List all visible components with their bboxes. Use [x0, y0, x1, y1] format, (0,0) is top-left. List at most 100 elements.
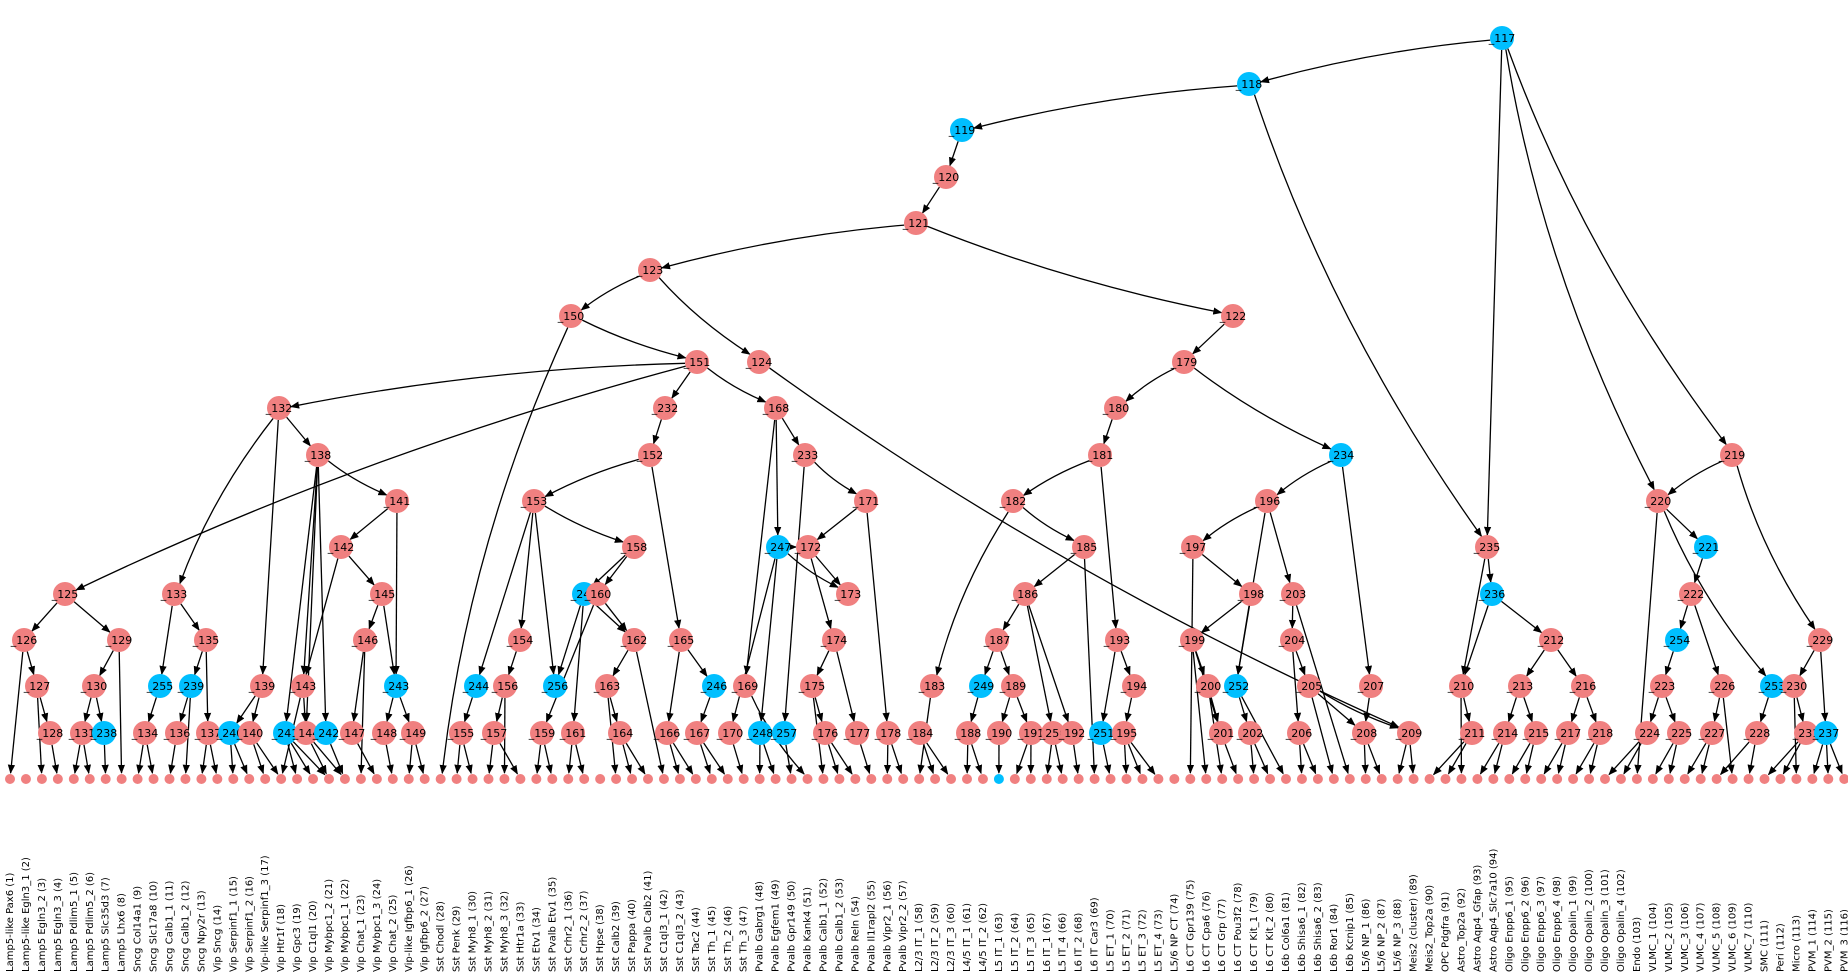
leaf-node-94	[1488, 774, 1499, 784]
node-circle	[70, 721, 94, 745]
leaf-node-25	[387, 774, 398, 784]
edge-_215-to-leaf-96	[1524, 744, 1534, 775]
edge-_138-to-_141	[327, 460, 388, 496]
leaf-label: Sst Myh8_2 (31)	[484, 891, 495, 972]
leaf-label: Vip Htr1f (18)	[276, 904, 287, 972]
tree-node_198: _198	[1237, 582, 1264, 606]
edge-_252-to-_202	[1238, 697, 1248, 723]
tree-node_128: _128	[36, 721, 63, 745]
edge-_141-to-_142	[349, 508, 389, 540]
node-circle	[306, 443, 330, 467]
leaf-label: Vip-like Serpinf1_3 (17)	[260, 855, 271, 972]
node-label: _175	[798, 680, 826, 693]
leaf-node-71	[1121, 774, 1132, 784]
edge-_121-to-_122	[927, 225, 1223, 315]
node-circle	[1700, 721, 1724, 745]
node-label: _126	[10, 634, 38, 647]
edge-_146-to-leaf-23	[357, 651, 366, 774]
node-circle	[482, 721, 506, 745]
node-circle	[1460, 721, 1484, 745]
node-circle	[1112, 721, 1136, 745]
node-circle	[1255, 489, 1279, 513]
edge-_162-to-_163	[612, 650, 629, 677]
leaf-label: L6 CT Kit_1 (79)	[1249, 892, 1260, 972]
leaf-label: Oligo Opalin_2 (100)	[1584, 869, 1595, 972]
node-label: _257	[770, 727, 798, 740]
node-label: _154	[506, 634, 534, 647]
edge-_236-to-_210	[1463, 605, 1489, 676]
tree-node_229: _229	[1806, 628, 1833, 652]
node-label: _204	[1278, 634, 1306, 647]
leaf-node-37	[579, 774, 590, 784]
edge-_227-to-leaf-106	[1687, 742, 1707, 775]
leaf-node-79	[1249, 774, 1260, 784]
node-label: _119	[948, 124, 976, 137]
edge-_237-to-leaf-116	[1829, 743, 1843, 775]
leaf-node-91	[1440, 774, 1451, 784]
node-circle	[950, 118, 974, 142]
node-label: _141	[383, 495, 411, 508]
edge-_191-to-leaf-64	[1016, 744, 1028, 775]
tree-node_206: _206	[1285, 721, 1312, 745]
edge-_192-to-leaf-68	[1073, 744, 1081, 774]
tree-node_146: _146	[351, 628, 378, 652]
node-circle	[622, 628, 646, 652]
leaf-node-114	[1807, 774, 1818, 784]
node-label: _242	[312, 727, 340, 740]
edge-_241-to-leaf-20	[290, 742, 311, 775]
node-label: _171	[852, 495, 880, 508]
node-label: _256	[541, 680, 569, 693]
node-label: _170	[716, 727, 744, 740]
tree-node_244: _244	[462, 674, 489, 698]
leaf-node-30	[467, 774, 478, 784]
node-label: _223	[1648, 680, 1676, 693]
node-label: _208	[1350, 727, 1378, 740]
tree-node_171: _171	[852, 489, 880, 513]
leaf-node-8	[116, 774, 127, 784]
node-label: _183	[918, 680, 946, 693]
node-label: _185	[1070, 541, 1098, 554]
tree-node_220: _220	[1644, 489, 1671, 513]
edge-_237-to-leaf-115	[1823, 744, 1832, 774]
node-circle	[1280, 628, 1304, 652]
node-label: _255	[146, 680, 174, 693]
leaf-node-113	[1791, 774, 1802, 784]
leaf-node-82	[1296, 774, 1307, 784]
tree-node_192: _192	[1058, 721, 1085, 745]
tree-node_227: _227	[1698, 721, 1725, 745]
edge-_184-to-leaf-59	[923, 744, 935, 775]
node-circle	[559, 304, 583, 328]
edge-_234-to-_196	[1276, 460, 1332, 496]
edge-_240-to-leaf-15	[228, 744, 236, 774]
node-circle	[543, 674, 567, 698]
leaf-node-93	[1472, 774, 1483, 784]
leaf-label: L5/6 NP_3 (88)	[1393, 898, 1404, 972]
leaf-node-115	[1823, 774, 1834, 784]
tree-node_250: _250	[1039, 721, 1066, 745]
node-label: _156	[491, 680, 519, 693]
leaf-label: Vip C1ql1 (20)	[308, 900, 319, 972]
tree-node_257: _257	[770, 721, 798, 745]
edge-_175-to-_176	[814, 697, 824, 723]
node-label: _228	[1743, 727, 1771, 740]
edge-_165-to-_166	[666, 651, 680, 723]
tree-node_215: _215	[1522, 721, 1549, 745]
node-label: _197	[1179, 541, 1207, 554]
edge-_157-to-leaf-31	[486, 744, 494, 774]
tree-node_197: _197	[1179, 535, 1207, 559]
leaf-node-69	[1089, 774, 1100, 784]
node-label: _160	[584, 588, 612, 601]
tree-node_137: _137	[194, 721, 221, 745]
node-circle	[1694, 535, 1718, 559]
node-circle	[1089, 721, 1113, 745]
edge-_152-to-_165	[651, 466, 682, 630]
edge-_178-to-leaf-57	[891, 744, 903, 775]
node-circle	[250, 674, 274, 698]
leaf-label: Lamp5 Slc35d3 (7)	[101, 877, 112, 972]
leaf-node-89	[1408, 774, 1419, 784]
edge-_202-to-leaf-80	[1254, 743, 1269, 775]
edge-_144-to-leaf-21	[310, 743, 327, 775]
node-circle	[800, 674, 824, 698]
node-label: _249	[967, 680, 995, 693]
tree-node_180: _180	[1102, 396, 1129, 420]
